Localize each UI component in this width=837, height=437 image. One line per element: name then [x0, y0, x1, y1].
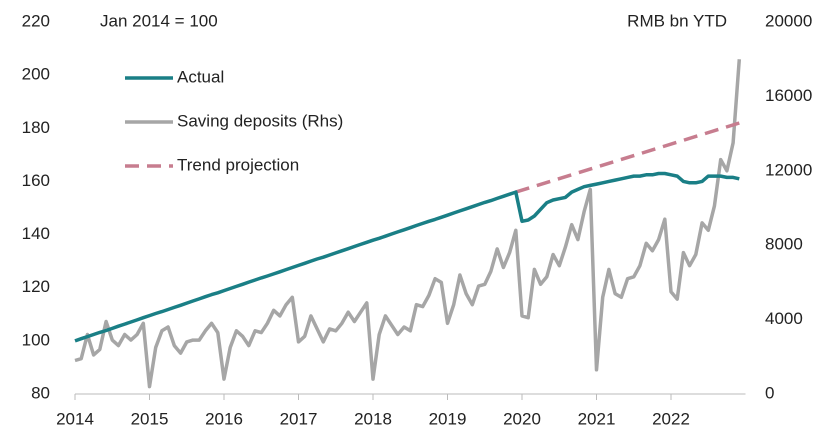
y2-tick-label: 0	[765, 383, 774, 402]
y2-tick-label: 4000	[765, 309, 803, 328]
x-tick-label: 2017	[280, 409, 318, 428]
x-tick-label: 2021	[578, 409, 616, 428]
legend-label: Trend projection	[177, 155, 299, 174]
series-line	[74, 171, 740, 343]
x-tick-label: 2020	[503, 409, 541, 428]
legend-label: Saving deposits (Rhs)	[177, 111, 343, 130]
annotation: Jan 2014 = 100	[100, 11, 218, 30]
y-tick-label: 80	[31, 383, 50, 402]
annotation: RMB bn YTD	[627, 11, 727, 30]
x-tick-label: 2022	[652, 409, 690, 428]
y-tick-label: 220	[22, 11, 50, 30]
y-tick-label: 120	[22, 277, 50, 296]
x-tick-label: 2018	[354, 409, 392, 428]
x-tick-label: 2014	[56, 409, 94, 428]
x-tick-label: 2019	[429, 409, 467, 428]
y-tick-label: 180	[22, 118, 50, 137]
y-tick-label: 100	[22, 330, 50, 349]
legend-label: Actual	[177, 67, 224, 86]
y-tick-label: 200	[22, 65, 50, 84]
y2-tick-label: 8000	[765, 235, 803, 254]
y2-tick-label: 20000	[765, 11, 812, 30]
y2-tick-label: 16000	[765, 86, 812, 105]
series-line	[515, 121, 740, 194]
y2-tick-label: 12000	[765, 160, 812, 179]
x-tick-label: 2016	[205, 409, 243, 428]
y-tick-label: 160	[22, 171, 50, 190]
series-line	[74, 59, 742, 389]
x-tick-label: 2015	[131, 409, 169, 428]
y-tick-label: 140	[22, 224, 50, 243]
